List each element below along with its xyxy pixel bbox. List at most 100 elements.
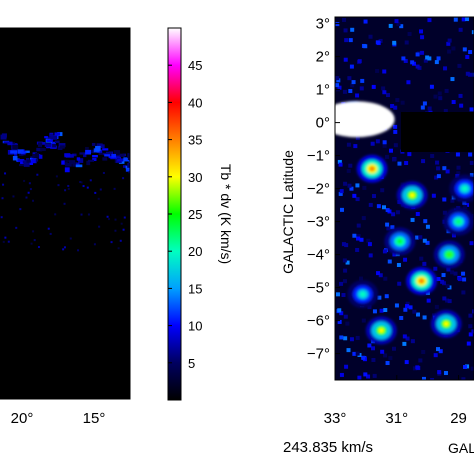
emission-pixel (36, 173, 39, 176)
emission-pixel (10, 142, 15, 145)
emission-pixel (1, 197, 4, 200)
emission-pixel (79, 181, 82, 184)
emission-pixel (3, 141, 9, 144)
emission-pixel (419, 29, 424, 34)
emission-pixel (355, 197, 360, 202)
emission-pixel (382, 140, 387, 145)
emission-pixel (343, 57, 348, 62)
emission-pixel (27, 191, 30, 194)
emission-pixel (343, 28, 348, 33)
emission-pixel (372, 194, 377, 199)
emission-contour (461, 186, 468, 192)
emission-pixel (113, 187, 116, 190)
colorbar-tick-label: 35 (188, 133, 202, 148)
emission-pixel (47, 227, 50, 230)
emission-pixel (393, 105, 398, 110)
emission-pixel (99, 188, 102, 191)
emission-pixel (67, 187, 70, 190)
emission-pixel (32, 199, 35, 202)
emission-pixel (95, 145, 101, 151)
emission-pixel (367, 343, 372, 348)
emission-pixel (4, 172, 7, 175)
emission-pixel (394, 19, 399, 24)
emission-pixel (342, 279, 347, 284)
emission-pixel (14, 152, 18, 157)
right-ytick-label: −3° (307, 214, 330, 231)
emission-blob (430, 309, 462, 338)
emission-pixel (54, 132, 61, 136)
emission-pixel (348, 88, 353, 93)
emission-pixel (87, 159, 95, 162)
emission-pixel (49, 132, 54, 135)
emission-pixel (355, 247, 360, 252)
emission-pixel (337, 319, 342, 324)
right-map-frame (334, 16, 474, 381)
emission-pixel (386, 93, 391, 98)
emission-pixel (420, 35, 425, 40)
right-ytick-label: −2° (307, 181, 330, 198)
emission-pixel (65, 163, 72, 167)
emission-pixel (339, 335, 344, 340)
emission-pixel (44, 143, 52, 147)
emission-pixel (382, 69, 387, 74)
emission-pixel (388, 23, 393, 28)
emission-pixel (400, 100, 405, 105)
emission-pixel (442, 197, 447, 202)
emission-pixel (381, 86, 386, 91)
emission-pixel (385, 222, 390, 227)
emission-pixel (97, 197, 100, 200)
emission-pixel (68, 160, 76, 165)
left-xtick-label-15: 15° (83, 410, 106, 427)
emission-pixel (395, 98, 400, 103)
emission-pixel (451, 46, 456, 51)
emission-pixel (436, 56, 441, 61)
emission-pixel (110, 241, 113, 244)
emission-pixel (451, 100, 456, 105)
emission-pixel (393, 129, 398, 134)
emission-pixel (419, 256, 424, 261)
emission-pixel (75, 164, 83, 168)
emission-pixel (367, 242, 372, 247)
right-ytick-label: −4° (307, 247, 330, 264)
emission-blob (384, 227, 416, 256)
emission-pixel (444, 88, 449, 93)
emission-pixel (76, 162, 80, 165)
emission-pixel (339, 372, 344, 377)
emission-pixel (63, 246, 66, 249)
emission-pixel (44, 136, 48, 139)
emission-pixel (445, 284, 450, 289)
colorbar-tick-label: 20 (188, 244, 202, 259)
emission-pixel (114, 218, 117, 221)
emission-pixel (433, 266, 438, 271)
emission-pixel (32, 230, 35, 233)
emission-pixel (465, 54, 470, 59)
emission-pixel (394, 303, 399, 308)
emission-pixel (471, 329, 474, 334)
emission-pixel (396, 262, 401, 267)
emission-pixel (403, 257, 408, 262)
emission-pixel (368, 202, 373, 207)
colorbar-tick-label: 15 (188, 281, 202, 296)
emission-pixel (64, 167, 70, 173)
emission-pixel (412, 366, 417, 371)
emission-pixel (4, 236, 7, 239)
masked-region (401, 112, 474, 152)
emission-pixel (363, 44, 368, 49)
left-xtick-label-20: 20° (11, 410, 34, 427)
emission-pixel (115, 154, 120, 157)
emission-pixel (86, 186, 89, 189)
emission-pixel (456, 165, 461, 170)
emission-pixel (412, 309, 417, 314)
emission-contour (369, 166, 375, 172)
emission-pixel (422, 238, 427, 243)
emission-pixel (343, 314, 348, 319)
emission-pixel (433, 353, 438, 358)
emission-pixel (344, 38, 349, 43)
emission-pixel (415, 365, 420, 370)
colorbar-label: Tb * dv (K km/s) (218, 164, 234, 264)
emission-pixel (119, 153, 125, 157)
emission-pixel (414, 235, 419, 240)
emission-pixel (79, 152, 85, 155)
emission-pixel (0, 216, 3, 219)
